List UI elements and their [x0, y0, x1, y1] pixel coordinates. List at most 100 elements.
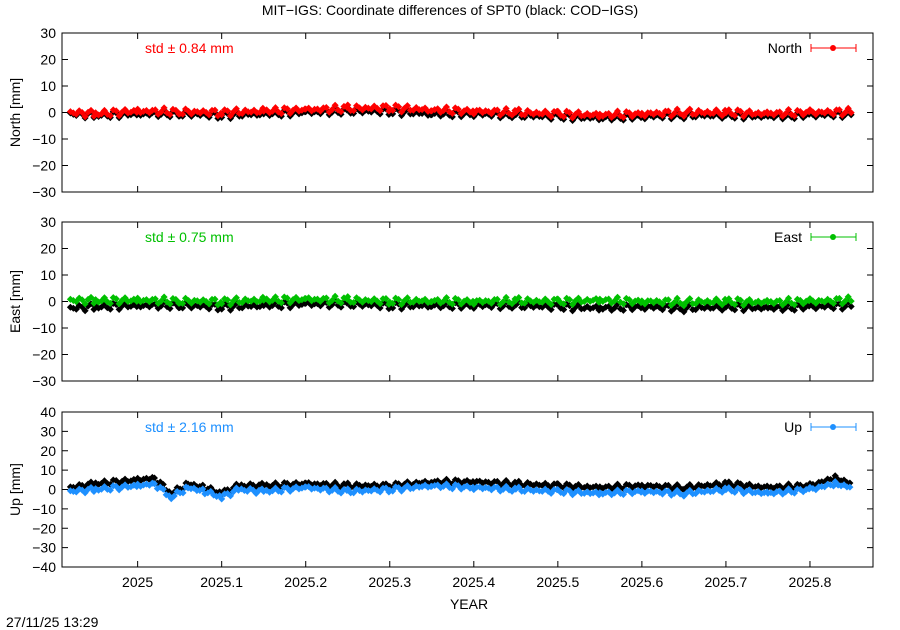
- series-point: [560, 113, 568, 121]
- reference-point: [731, 306, 739, 314]
- reference-point: [166, 304, 174, 313]
- series-point: [112, 295, 120, 303]
- chart-title: MIT−IGS: Coordinate differences of SPT0 …: [261, 2, 639, 18]
- series-point: [151, 106, 159, 114]
- series-point: [179, 489, 187, 497]
- x-tick-label: 2025.2: [284, 574, 327, 590]
- y-tick-label: −30: [32, 373, 56, 389]
- y-tick-label: 30: [40, 214, 56, 230]
- series-point: [502, 104, 510, 113]
- legend-label: North: [768, 40, 802, 56]
- series-point: [344, 101, 352, 109]
- series-point: [841, 297, 849, 305]
- series-point: [566, 296, 574, 304]
- x-tick-label: 2025.3: [368, 574, 411, 590]
- reference-point: [179, 304, 187, 312]
- series-point: [166, 300, 174, 308]
- series-point: [283, 105, 291, 113]
- series-point: [515, 294, 523, 302]
- series-point: [376, 107, 384, 115]
- series-point: [382, 101, 390, 110]
- series-point: [389, 299, 397, 307]
- y-tick-label: 10: [40, 267, 56, 283]
- series-point: [673, 294, 681, 302]
- series-point: [502, 293, 510, 301]
- series-point: [846, 483, 854, 491]
- reference-point: [680, 308, 688, 316]
- y-tick-label: −30: [32, 540, 56, 556]
- std-label: std ± 2.16 mm: [145, 419, 234, 435]
- series-point: [731, 112, 739, 120]
- series-point: [658, 111, 667, 119]
- series-point: [560, 300, 568, 308]
- series-point: [211, 295, 219, 303]
- series-point: [847, 297, 855, 305]
- series-point: [493, 106, 501, 114]
- series-point: [112, 107, 120, 115]
- y-tick-label: −10: [32, 320, 56, 336]
- y-tick-label: −10: [32, 131, 56, 147]
- legend-label: Up: [784, 419, 802, 435]
- series-point: [395, 295, 403, 303]
- series-point: [389, 487, 397, 495]
- series-point: [619, 490, 627, 499]
- x-tick-label: 2025.8: [789, 574, 832, 590]
- series-point: [515, 105, 523, 113]
- series-point: [170, 492, 178, 500]
- series-point: [331, 292, 339, 300]
- series-point: [337, 299, 345, 307]
- series-point: [106, 112, 114, 120]
- reference-point: [790, 306, 798, 314]
- series-point: [328, 106, 336, 114]
- series-point: [574, 108, 582, 116]
- series-point: [151, 295, 159, 303]
- y-tick-label: 30: [40, 423, 56, 439]
- series-point: [382, 295, 390, 303]
- series-point: [271, 293, 280, 301]
- y-tick-label: 10: [40, 462, 56, 478]
- series-point: [493, 295, 501, 303]
- series-point: [776, 297, 784, 305]
- series-point: [670, 298, 678, 307]
- y-axis-label: East [mm]: [7, 270, 23, 333]
- series-point: [673, 105, 681, 113]
- reference-point: [389, 304, 397, 312]
- series-point: [389, 106, 397, 114]
- legend-marker: [830, 234, 836, 240]
- series-point: [785, 294, 793, 302]
- y-tick-label: 0: [48, 294, 56, 310]
- series-point: [205, 300, 213, 308]
- series-point: [179, 110, 187, 118]
- series-point: [232, 294, 240, 302]
- series-point: [844, 293, 852, 301]
- x-tick-label: 2025.1: [200, 574, 243, 590]
- x-tick-label: 2025.4: [452, 574, 495, 590]
- x-tick-label: 2025: [122, 574, 153, 590]
- series-point: [179, 299, 187, 307]
- series-point: [521, 111, 529, 119]
- y-tick-label: 30: [40, 25, 56, 41]
- series-point: [613, 107, 622, 115]
- series-point: [277, 488, 285, 496]
- series-point: [829, 111, 838, 119]
- reference-point: [337, 303, 345, 311]
- series-point: [841, 108, 849, 117]
- legend-marker: [830, 424, 836, 430]
- series-point: [442, 103, 451, 111]
- y-tick-label: 20: [40, 52, 56, 68]
- reference-point: [376, 304, 384, 312]
- series-point: [224, 296, 232, 304]
- y-tick-label: 20: [40, 241, 56, 257]
- y-tick-label: −40: [32, 559, 56, 575]
- series-point: [619, 113, 627, 121]
- reference-point: [448, 304, 456, 313]
- series-point: [283, 294, 291, 302]
- y-tick-label: −30: [32, 184, 56, 200]
- series-point: [625, 296, 633, 304]
- reference-point: [521, 304, 529, 312]
- series-point: [790, 112, 798, 120]
- series-point: [322, 294, 330, 302]
- std-label: std ± 0.84 mm: [145, 40, 234, 56]
- series-point: [499, 298, 507, 306]
- y-tick-label: 20: [40, 443, 56, 459]
